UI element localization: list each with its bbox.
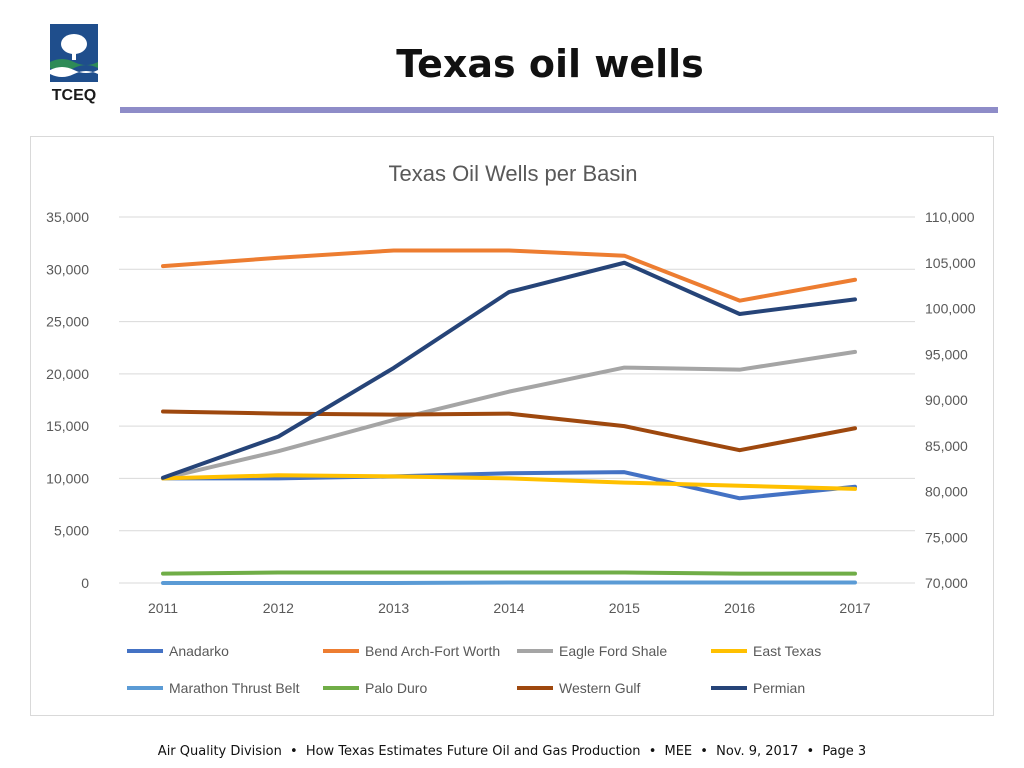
y-right-tick-label: 95,000 [925,346,968,362]
y-left-tick-label: 0 [81,575,89,591]
y-left-tick-label: 5,000 [54,523,89,539]
series-line-bend-arch-fort-worth [161,248,857,303]
footer-bullet: • [648,744,657,759]
legend-label: Marathon Thrust Belt [169,680,300,696]
series-line-anadarko [161,470,857,501]
footer-bullet: • [806,744,815,759]
chart-frame: Texas Oil Wells per Basin 0 5,000 10,000 15… [30,136,994,716]
x-tick-label: 2017 [839,600,870,616]
title-rule [120,107,998,113]
footer-presentation: How Texas Estimates Future Oil and Gas P… [305,744,641,759]
line-chart: Texas Oil Wells per Basin 0 5,000 10,000 15… [46,161,976,696]
y-left-tick-label: 10,000 [46,470,89,486]
footer-date: Nov. 9, 2017 [716,744,799,759]
legend-label: East Texas [753,643,821,659]
y-right-tick-label: 100,000 [925,301,976,317]
y-left-tick-label: 35,000 [46,209,89,225]
footer-page: Page 3 [822,744,867,759]
footer-bullet: • [700,744,708,759]
tceq-logo: TCEQ [50,24,98,104]
y-right-tick-label: 85,000 [925,438,968,454]
y-left-tick-label: 20,000 [46,366,89,382]
footer-event: MEE [664,744,693,759]
chart-title: Texas Oil Wells per Basin [388,161,637,186]
x-tick-label: 2012 [263,600,294,616]
logo-text: TCEQ [52,87,96,104]
series-line-marathon-thrust-belt [161,580,857,585]
y-right-tick-label: 90,000 [925,392,968,408]
footer-division: Air Quality Division [157,744,282,759]
y-right-tick-label: 110,000 [925,209,975,225]
logo-tree-trunk [72,50,76,60]
series-line-east-texas [161,473,857,491]
x-tick-label: 2014 [493,600,524,616]
legend-label: Anadarko [169,643,229,659]
legend-label: Eagle Ford Shale [559,643,667,659]
y-left-tick-label: 25,000 [46,314,89,330]
x-tick-label: 2015 [609,600,640,616]
y-right-tick-label: 105,000 [925,255,976,271]
y-left-tick-label: 30,000 [46,261,89,277]
page-title: Texas oil wells [396,42,704,86]
logo-wave-white [50,67,98,77]
series-line-permian [161,260,857,480]
legend-label: Western Gulf [559,680,641,696]
footer-bullet: • [290,744,298,759]
series-line-eagle-ford-shale [161,349,857,481]
series-line-western-gulf [161,409,857,453]
logo-tree-crown [61,34,87,54]
legend-label: Bend Arch-Fort Worth [365,643,500,659]
series-line-palo-duro [161,570,857,576]
x-tick-label: 2013 [378,600,409,616]
y-right-tick-label: 80,000 [925,484,968,500]
y-right-tick-label: 70,000 [925,575,968,591]
y-right-tick-label: 75,000 [925,529,968,545]
x-tick-label: 2011 [148,600,178,616]
legend-label: Permian [753,680,805,696]
x-tick-label: 2016 [724,600,755,616]
legend-label: Palo Duro [365,680,427,696]
y-left-tick-label: 15,000 [46,418,89,434]
footer: Air Quality Division • How Texas Estimat… [0,744,1024,759]
